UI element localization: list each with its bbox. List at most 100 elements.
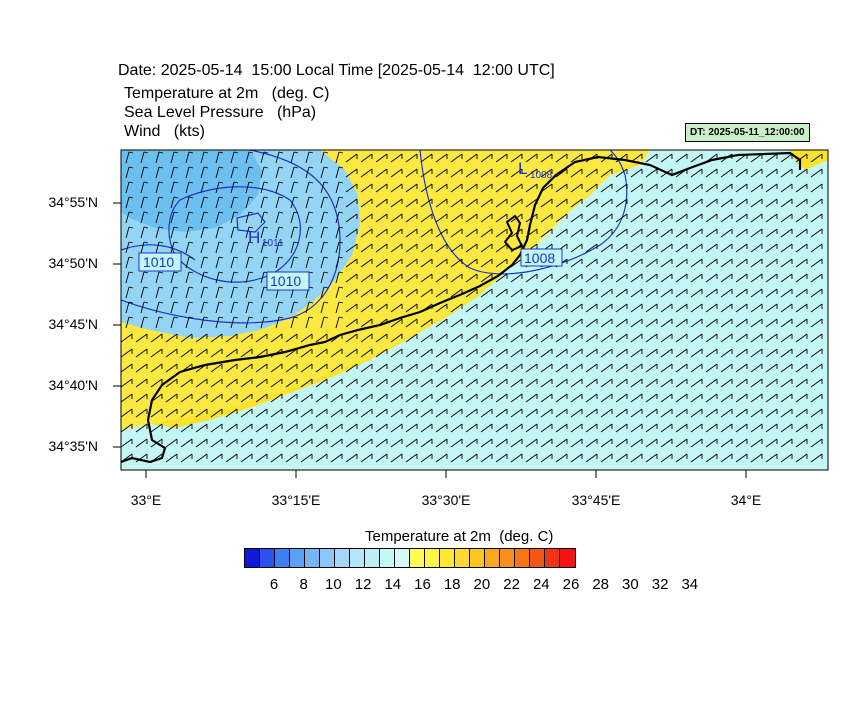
wind-barb <box>155 241 164 254</box>
wind-barb <box>495 408 508 418</box>
wind-barb <box>275 166 284 179</box>
wind-barb <box>390 438 403 448</box>
wind-barb <box>690 408 703 418</box>
wind-barb <box>585 303 598 313</box>
wind-barb <box>585 168 598 178</box>
wind-barb <box>705 168 718 178</box>
wind-barb <box>570 183 583 193</box>
wind-barb <box>435 258 448 268</box>
wind-barb <box>420 423 433 433</box>
wind-barb <box>165 393 178 403</box>
wind-barb <box>260 151 269 164</box>
wind-barb <box>225 333 238 343</box>
wind-barb <box>660 273 673 283</box>
wind-barb <box>750 273 763 283</box>
wind-barb <box>510 348 523 358</box>
wind-barb <box>810 333 823 343</box>
wind-barb <box>675 243 688 253</box>
wind-barb <box>480 378 493 388</box>
wind-barb <box>360 348 373 358</box>
wind-barb <box>720 198 733 208</box>
wind-barb <box>450 198 463 208</box>
wind-barb <box>285 333 298 343</box>
wind-barb <box>450 363 463 373</box>
wind-barb <box>570 213 583 223</box>
wind-barb <box>780 288 793 298</box>
wind-barb <box>260 166 269 179</box>
lat-label-34-55: 34°55'N <box>48 194 98 210</box>
wind-barb <box>420 168 433 178</box>
wind-barb <box>765 378 778 388</box>
wind-barb <box>121 438 133 448</box>
wind-barb <box>735 348 748 358</box>
wind-barb <box>495 258 508 268</box>
wind-barb <box>645 423 658 433</box>
wind-barb <box>795 168 808 178</box>
wind-barb <box>170 226 179 239</box>
wind-barb <box>780 333 793 343</box>
wind-barb <box>720 318 733 328</box>
wind-barb <box>435 213 448 223</box>
wind-barb <box>660 363 673 373</box>
wind-barb <box>735 198 748 208</box>
wind-barb <box>465 333 478 343</box>
wind-barb <box>315 453 328 463</box>
wind-barb <box>335 241 344 254</box>
wind-barb <box>405 273 418 283</box>
isobar-label-box-b <box>266 271 310 291</box>
colorbar-cell <box>275 549 290 567</box>
wind-barb <box>750 258 763 268</box>
wind-barb <box>735 273 748 283</box>
wind-barb <box>645 273 658 283</box>
wind-barb <box>420 363 433 373</box>
wind-barb <box>290 226 299 239</box>
wind-barb <box>360 363 373 373</box>
wind-barb <box>185 286 194 299</box>
wind-barb <box>230 241 239 254</box>
wind-barb <box>435 243 448 253</box>
wind-barb <box>320 196 329 209</box>
wind-barb <box>435 453 448 463</box>
wind-barb <box>615 408 628 418</box>
wind-barb <box>285 378 298 388</box>
wind-barb <box>705 378 718 388</box>
wind-barb <box>750 243 763 253</box>
wind-barb <box>180 408 193 418</box>
colorbar-label: 14 <box>384 576 402 593</box>
date-line: Date: 2025-05-14 15:00 Local Time [2025-… <box>118 62 555 79</box>
wind-barb <box>450 423 463 433</box>
wind-barb <box>615 228 628 238</box>
wind-barb <box>720 303 733 313</box>
wind-barb <box>200 151 209 164</box>
wind-barb <box>230 181 239 194</box>
wind-barb <box>215 256 224 269</box>
wind-barb <box>405 153 418 163</box>
wind-barb <box>435 288 448 298</box>
wind-barb <box>320 211 329 224</box>
wind-barb <box>170 286 179 299</box>
wind-barb <box>690 198 703 208</box>
wind-barb <box>320 166 329 179</box>
wind-barb <box>140 241 149 254</box>
wind-barb <box>660 453 673 463</box>
wind-barb <box>795 438 808 448</box>
wind-barb <box>645 318 658 328</box>
wind-barb <box>125 166 134 179</box>
wind-barb <box>765 258 778 268</box>
wind-barb <box>495 213 508 223</box>
wind-barb <box>140 196 149 209</box>
wind-barb <box>345 453 358 463</box>
wind-barb <box>495 393 508 403</box>
wind-barb <box>170 301 179 314</box>
wind-barb <box>645 258 658 268</box>
wind-barb <box>540 408 553 418</box>
wind-barb <box>275 256 284 269</box>
wind-barb <box>330 363 343 373</box>
wind-barb <box>510 153 523 163</box>
wind-barb <box>210 378 223 388</box>
wind-barb <box>435 348 448 358</box>
axis-ticks <box>113 202 747 478</box>
wind-barb <box>165 333 178 343</box>
isobar-south <box>121 244 196 261</box>
wind-barb <box>305 181 314 194</box>
